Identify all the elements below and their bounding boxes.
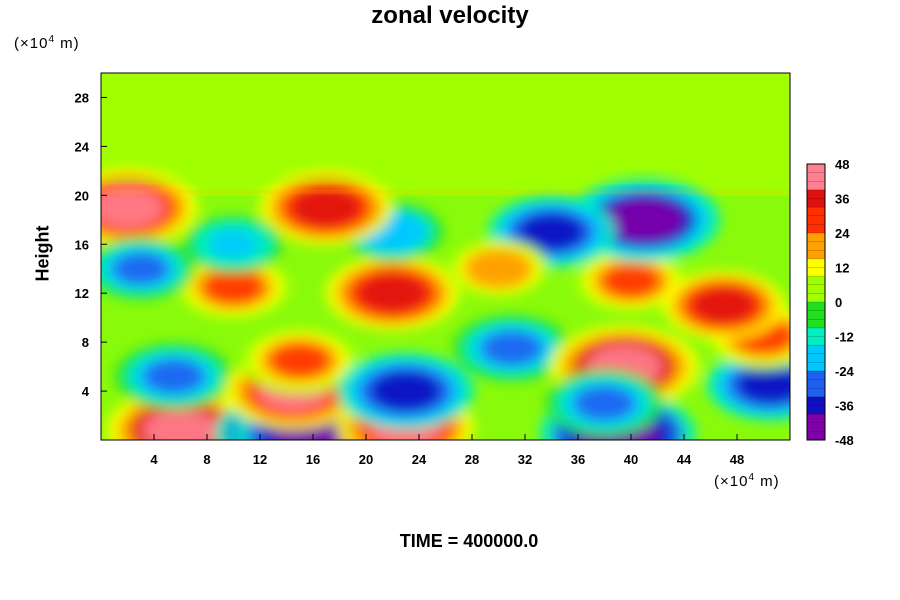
colorbar-swatch (807, 293, 825, 303)
colorbar-tick-label: 0 (835, 295, 842, 310)
colorbar-swatch (807, 422, 825, 432)
heatmap-cell (601, 264, 661, 298)
colorbar-tick-label: -12 (835, 330, 854, 345)
heatmap-cell (737, 366, 790, 404)
heatmap-cell (692, 287, 755, 324)
x-tick-label: 8 (203, 452, 210, 467)
y-axis-unit: (×104 m) (14, 34, 80, 52)
colorbar-swatch (807, 258, 825, 268)
heatmap-features (101, 168, 790, 440)
heatmap-cell (208, 229, 259, 259)
colorbar-swatch (807, 198, 825, 208)
x-tick-label: 12 (253, 452, 267, 467)
colorbar-swatch (807, 224, 825, 234)
heatmap-cell (113, 252, 169, 285)
y-tick-label: 24 (75, 139, 90, 154)
heatmap-cell (142, 409, 219, 440)
colorbar-swatch (807, 414, 825, 424)
colorbar-tick-label: 12 (835, 261, 849, 276)
heatmap-cell (203, 269, 264, 305)
x-unit-exponent: 4 (748, 472, 756, 483)
y-tick-label: 4 (82, 384, 90, 399)
heatmap-cell (358, 274, 427, 313)
x-tick-label: 48 (730, 452, 744, 467)
x-tick-label: 16 (306, 452, 320, 467)
colorbar-swatch (807, 164, 825, 174)
colorbar-swatch (807, 284, 825, 294)
colorbar-swatch (807, 371, 825, 381)
colorbar-tick-label: 24 (835, 226, 850, 241)
colorbar-tick-label: -36 (835, 399, 854, 414)
colorbar-swatch (807, 241, 825, 251)
x-tick-label: 32 (518, 452, 532, 467)
x-tick-label: 44 (677, 452, 692, 467)
plot-frame (100, 72, 791, 441)
colorbar-swatch (807, 396, 825, 406)
heatmap-cell (143, 359, 204, 394)
heatmap-field (101, 73, 790, 440)
colorbar-swatch (807, 388, 825, 398)
time-label: TIME = 400000.0 (399, 531, 539, 551)
x-tick-label: 28 (465, 452, 479, 467)
heatmap-band (101, 190, 790, 194)
heatmap-cell (605, 198, 684, 242)
y-tick-label: 16 (75, 237, 89, 252)
colorbar-swatch (807, 362, 825, 372)
chart-title: zonal velocity (371, 2, 529, 29)
colorbar-swatch (807, 405, 825, 415)
colorbar-tick-label: 36 (835, 192, 849, 207)
colorbar-swatch (807, 431, 825, 441)
colorbar: 48 36 24 12 0 -12 -24 -36 -48 (806, 157, 855, 448)
heatmap-cell (472, 253, 525, 284)
x-tick-label: 24 (412, 452, 427, 467)
colorbar-swatch (807, 336, 825, 346)
x-unit-prefix: (×10 (714, 473, 749, 490)
heatmap-cell (481, 331, 542, 366)
colorbar-swatch (807, 189, 825, 199)
colorbar-swatch (807, 276, 825, 286)
colorbar-tick-label: 48 (835, 157, 849, 172)
y-unit-prefix: (×10 (14, 35, 49, 52)
colorbar-swatch (807, 181, 825, 191)
x-tick-label: 20 (359, 452, 373, 467)
heatmap-cell (574, 386, 635, 421)
colorbar-swatch (807, 233, 825, 243)
colorbar-tick-label: -24 (835, 364, 855, 379)
heatmap-cell (101, 187, 164, 228)
heatmap-cell (370, 371, 441, 411)
y-unit-suffix: m) (55, 35, 80, 52)
colorbar-swatch (807, 302, 825, 312)
colorbar-swatch (807, 353, 825, 363)
x-tick-label: 36 (571, 452, 585, 467)
x-axis-unit: (×104 m) (714, 472, 780, 490)
colorbar-tick-label: -48 (835, 433, 854, 448)
colorbar-swatch (807, 172, 825, 182)
y-tick-label: 12 (75, 286, 89, 301)
colorbar-swatch (807, 319, 825, 329)
x-unit-suffix: m) (755, 473, 780, 490)
heatmap-cell (269, 343, 330, 378)
colorbar-swatch (807, 310, 825, 320)
y-tick-label: 20 (75, 188, 89, 203)
colorbar-swatch (807, 250, 825, 260)
heatmap-cell (292, 188, 361, 227)
colorbar-frame (806, 163, 826, 441)
colorbar-swatch (807, 379, 825, 389)
x-tick-label: 4 (150, 452, 158, 467)
y-tick-label: 28 (75, 90, 89, 105)
heatmap-cell (518, 213, 585, 251)
colorbar-swatch (807, 327, 825, 337)
colorbar-swatch (807, 345, 825, 355)
heatmap-band (101, 176, 790, 183)
colorbar-swatch (807, 215, 825, 225)
y-unit-exponent: 4 (48, 34, 56, 45)
y-axis-ticks: 4 8 12 16 20 24 28 (75, 90, 107, 399)
colorbar-swatch (807, 267, 825, 277)
y-tick-label: 8 (82, 335, 89, 350)
x-tick-label: 40 (624, 452, 638, 467)
colorbar-swatch (807, 207, 825, 217)
x-axis-ticks: 4 8 12 16 20 24 28 32 36 40 44 48 (150, 434, 744, 467)
